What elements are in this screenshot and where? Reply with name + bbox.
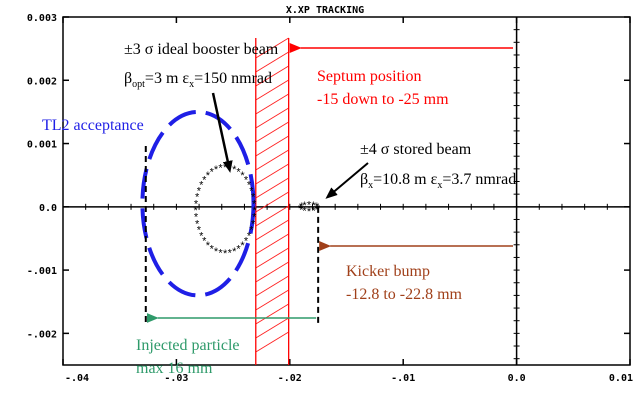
y-tick-label: -.001 — [27, 266, 57, 277]
y-tick-label: 0.003 — [27, 13, 57, 24]
booster-beam-point: * — [228, 162, 233, 174]
x-tick-label: 0.01 — [609, 373, 633, 384]
booster-beam-point: * — [218, 162, 223, 174]
booster-label-line2: βopt=3 m εx=150 nmrad — [124, 70, 272, 90]
y-tick-label: 0.001 — [27, 140, 57, 151]
kicker-label-line2: -12.8 to -22.8 mm — [346, 286, 463, 303]
booster-beam-point: * — [223, 162, 228, 174]
booster-beam-point: * — [214, 164, 219, 176]
injected-label-line1: Injected particle — [136, 337, 240, 354]
x-tick-label: -.01 — [391, 373, 415, 384]
x-tick-label: -.04 — [65, 373, 89, 384]
booster-label-line1: ±3 σ ideal booster beam — [124, 41, 279, 58]
booster-beam-point: * — [240, 170, 245, 182]
booster-pointer-arrow — [213, 93, 229, 167]
booster-beam-point: * — [252, 212, 257, 224]
chart-title: X.XP TRACKING — [286, 5, 364, 16]
stored-beam-label-line1: ±4 σ stored beam — [360, 141, 472, 158]
y-tick-label: 0.002 — [27, 76, 57, 87]
kicker-label-line1: Kicker bump — [346, 263, 430, 280]
booster-beam-point: * — [236, 167, 241, 179]
septum-region — [256, 38, 289, 365]
x-tick-label: 0.0 — [508, 373, 526, 384]
y-tick-label: -.002 — [27, 329, 57, 340]
stored-beam-point: * — [315, 204, 320, 216]
y-tick-label: 0.0 — [39, 203, 57, 214]
x-tick-label: -.02 — [278, 373, 302, 384]
booster-beam-point: * — [232, 164, 237, 176]
septum-label-line2: -15 down to -25 mm — [317, 91, 449, 108]
injected-label-line2: max 16 mm — [136, 360, 213, 377]
septum-label-line1: Septum position — [317, 68, 421, 85]
tl2-acceptance-label: TL2 acceptance — [42, 117, 144, 134]
stored-beam-label-line2: βx=10.8 m εx=3.7 nmrad — [360, 171, 516, 191]
booster-beam-point: * — [210, 167, 215, 179]
